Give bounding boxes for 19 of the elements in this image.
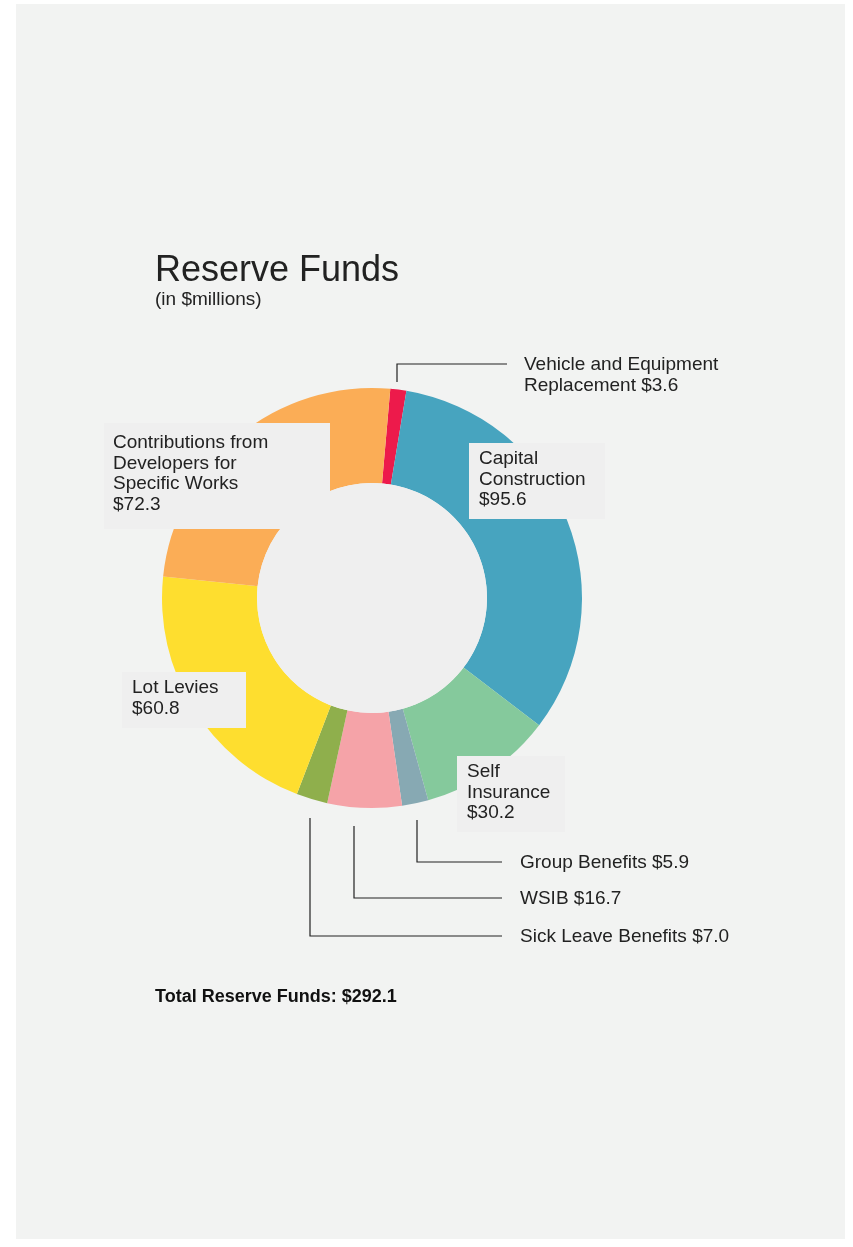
- donut-slice: [382, 388, 407, 485]
- chart-title: Reserve Funds: [155, 248, 400, 289]
- slice-label: WSIB $16.7: [520, 887, 622, 908]
- donut-slice: [327, 710, 403, 808]
- data-label: $95.6: [479, 488, 527, 509]
- chart-subtitle: (in $millions): [155, 288, 262, 309]
- data-label: $60.8: [132, 696, 180, 718]
- donut-slice: [296, 705, 348, 804]
- data-label: $72.3: [113, 492, 161, 514]
- text: Total Reserve Funds: $292.1: [155, 986, 397, 1006]
- slice-label: Vehicle and Equipment Replacement $3.6: [524, 353, 720, 395]
- data-label: $30.2: [467, 801, 515, 822]
- slice-label: Group Benefits $5.9: [520, 851, 689, 872]
- donut-slice: [388, 708, 429, 806]
- slice-label: Self Insurance: [467, 760, 551, 802]
- slice-label: Lot Levies: [132, 676, 219, 697]
- slice-label: Capital Construction: [479, 447, 586, 489]
- slice-label: Contributions from Developers for Specific Works: [113, 431, 269, 493]
- slice-label: Sick Leave Benefits $7.0: [520, 925, 730, 946]
